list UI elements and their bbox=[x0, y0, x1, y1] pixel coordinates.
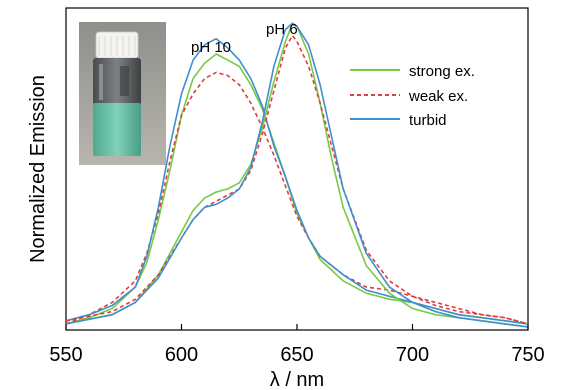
legend-label-weak-ex: weak ex. bbox=[408, 88, 468, 105]
series-line-turbid-2 bbox=[65, 37, 529, 325]
series-line-curve-3-3 bbox=[65, 22, 529, 328]
legend-label-turbid: turbid bbox=[409, 112, 447, 129]
annotation-ph6: pH 6 bbox=[266, 21, 298, 38]
x-tick-label: 750 bbox=[511, 344, 544, 366]
legend-label-strong-ex: strong ex. bbox=[409, 63, 475, 80]
series-lines bbox=[65, 22, 529, 328]
y-axis-label: Normalized Emission bbox=[27, 75, 49, 263]
series-line-curve-5-5 bbox=[65, 22, 529, 328]
annotation-ph10: pH 10 bbox=[191, 39, 231, 56]
x-tick-label: 650 bbox=[280, 344, 313, 366]
vial-liquid bbox=[93, 103, 141, 156]
legend: strong ex. weak ex. turbid bbox=[350, 63, 475, 129]
x-tick-label: 600 bbox=[165, 344, 198, 366]
x-axis-label: λ / nm bbox=[270, 369, 324, 390]
x-tick-label: 700 bbox=[396, 344, 429, 366]
x-tick-label: 550 bbox=[49, 344, 82, 366]
x-axis-ticks: 550 600 650 700 750 bbox=[49, 324, 545, 366]
vial-photo-inset bbox=[79, 22, 166, 165]
